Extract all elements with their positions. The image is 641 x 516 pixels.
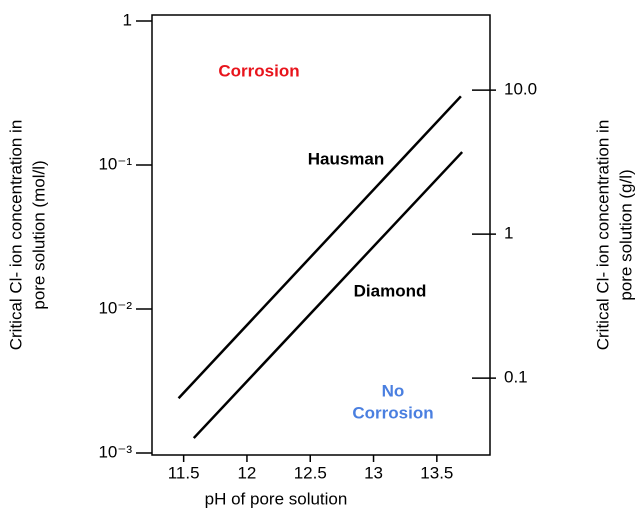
series-label: Hausman bbox=[308, 149, 385, 168]
region-label: Corrosion bbox=[352, 403, 433, 422]
series-line bbox=[192, 151, 464, 439]
plot-frame bbox=[151, 14, 491, 456]
series-label: Diamond bbox=[354, 281, 427, 300]
region-label: No bbox=[382, 381, 405, 400]
y-axis-label: Critical Cl- ion concentration in bbox=[6, 120, 25, 351]
x-tick-label: 13.5 bbox=[420, 463, 453, 482]
y-tick-label: 10⁻³ bbox=[98, 442, 132, 461]
y-axis-label: pore solution (mol/l) bbox=[29, 160, 48, 309]
y2-tick-label: 0.1 bbox=[504, 368, 528, 387]
y2-axis-label: Critical Cl- ion concentration in bbox=[593, 120, 612, 351]
x-tick-label: 12.5 bbox=[294, 463, 327, 482]
y-tick-label: 10⁻² bbox=[98, 298, 132, 317]
y2-axis-label: pore solution (g/l) bbox=[616, 169, 635, 300]
y2-tick-label: 10.0 bbox=[504, 80, 537, 99]
y-tick-label: 10⁻¹ bbox=[98, 154, 132, 173]
y2-tick-label: 1 bbox=[504, 224, 513, 243]
x-tick-label: 12 bbox=[237, 463, 256, 482]
x-axis-label: pH of pore solution bbox=[205, 489, 348, 508]
series-line bbox=[177, 95, 462, 400]
y-tick-label: 1 bbox=[123, 10, 132, 29]
x-tick-label: 11.5 bbox=[168, 463, 200, 482]
x-tick-label: 13 bbox=[364, 463, 383, 482]
region-label: Corrosion bbox=[218, 61, 299, 80]
